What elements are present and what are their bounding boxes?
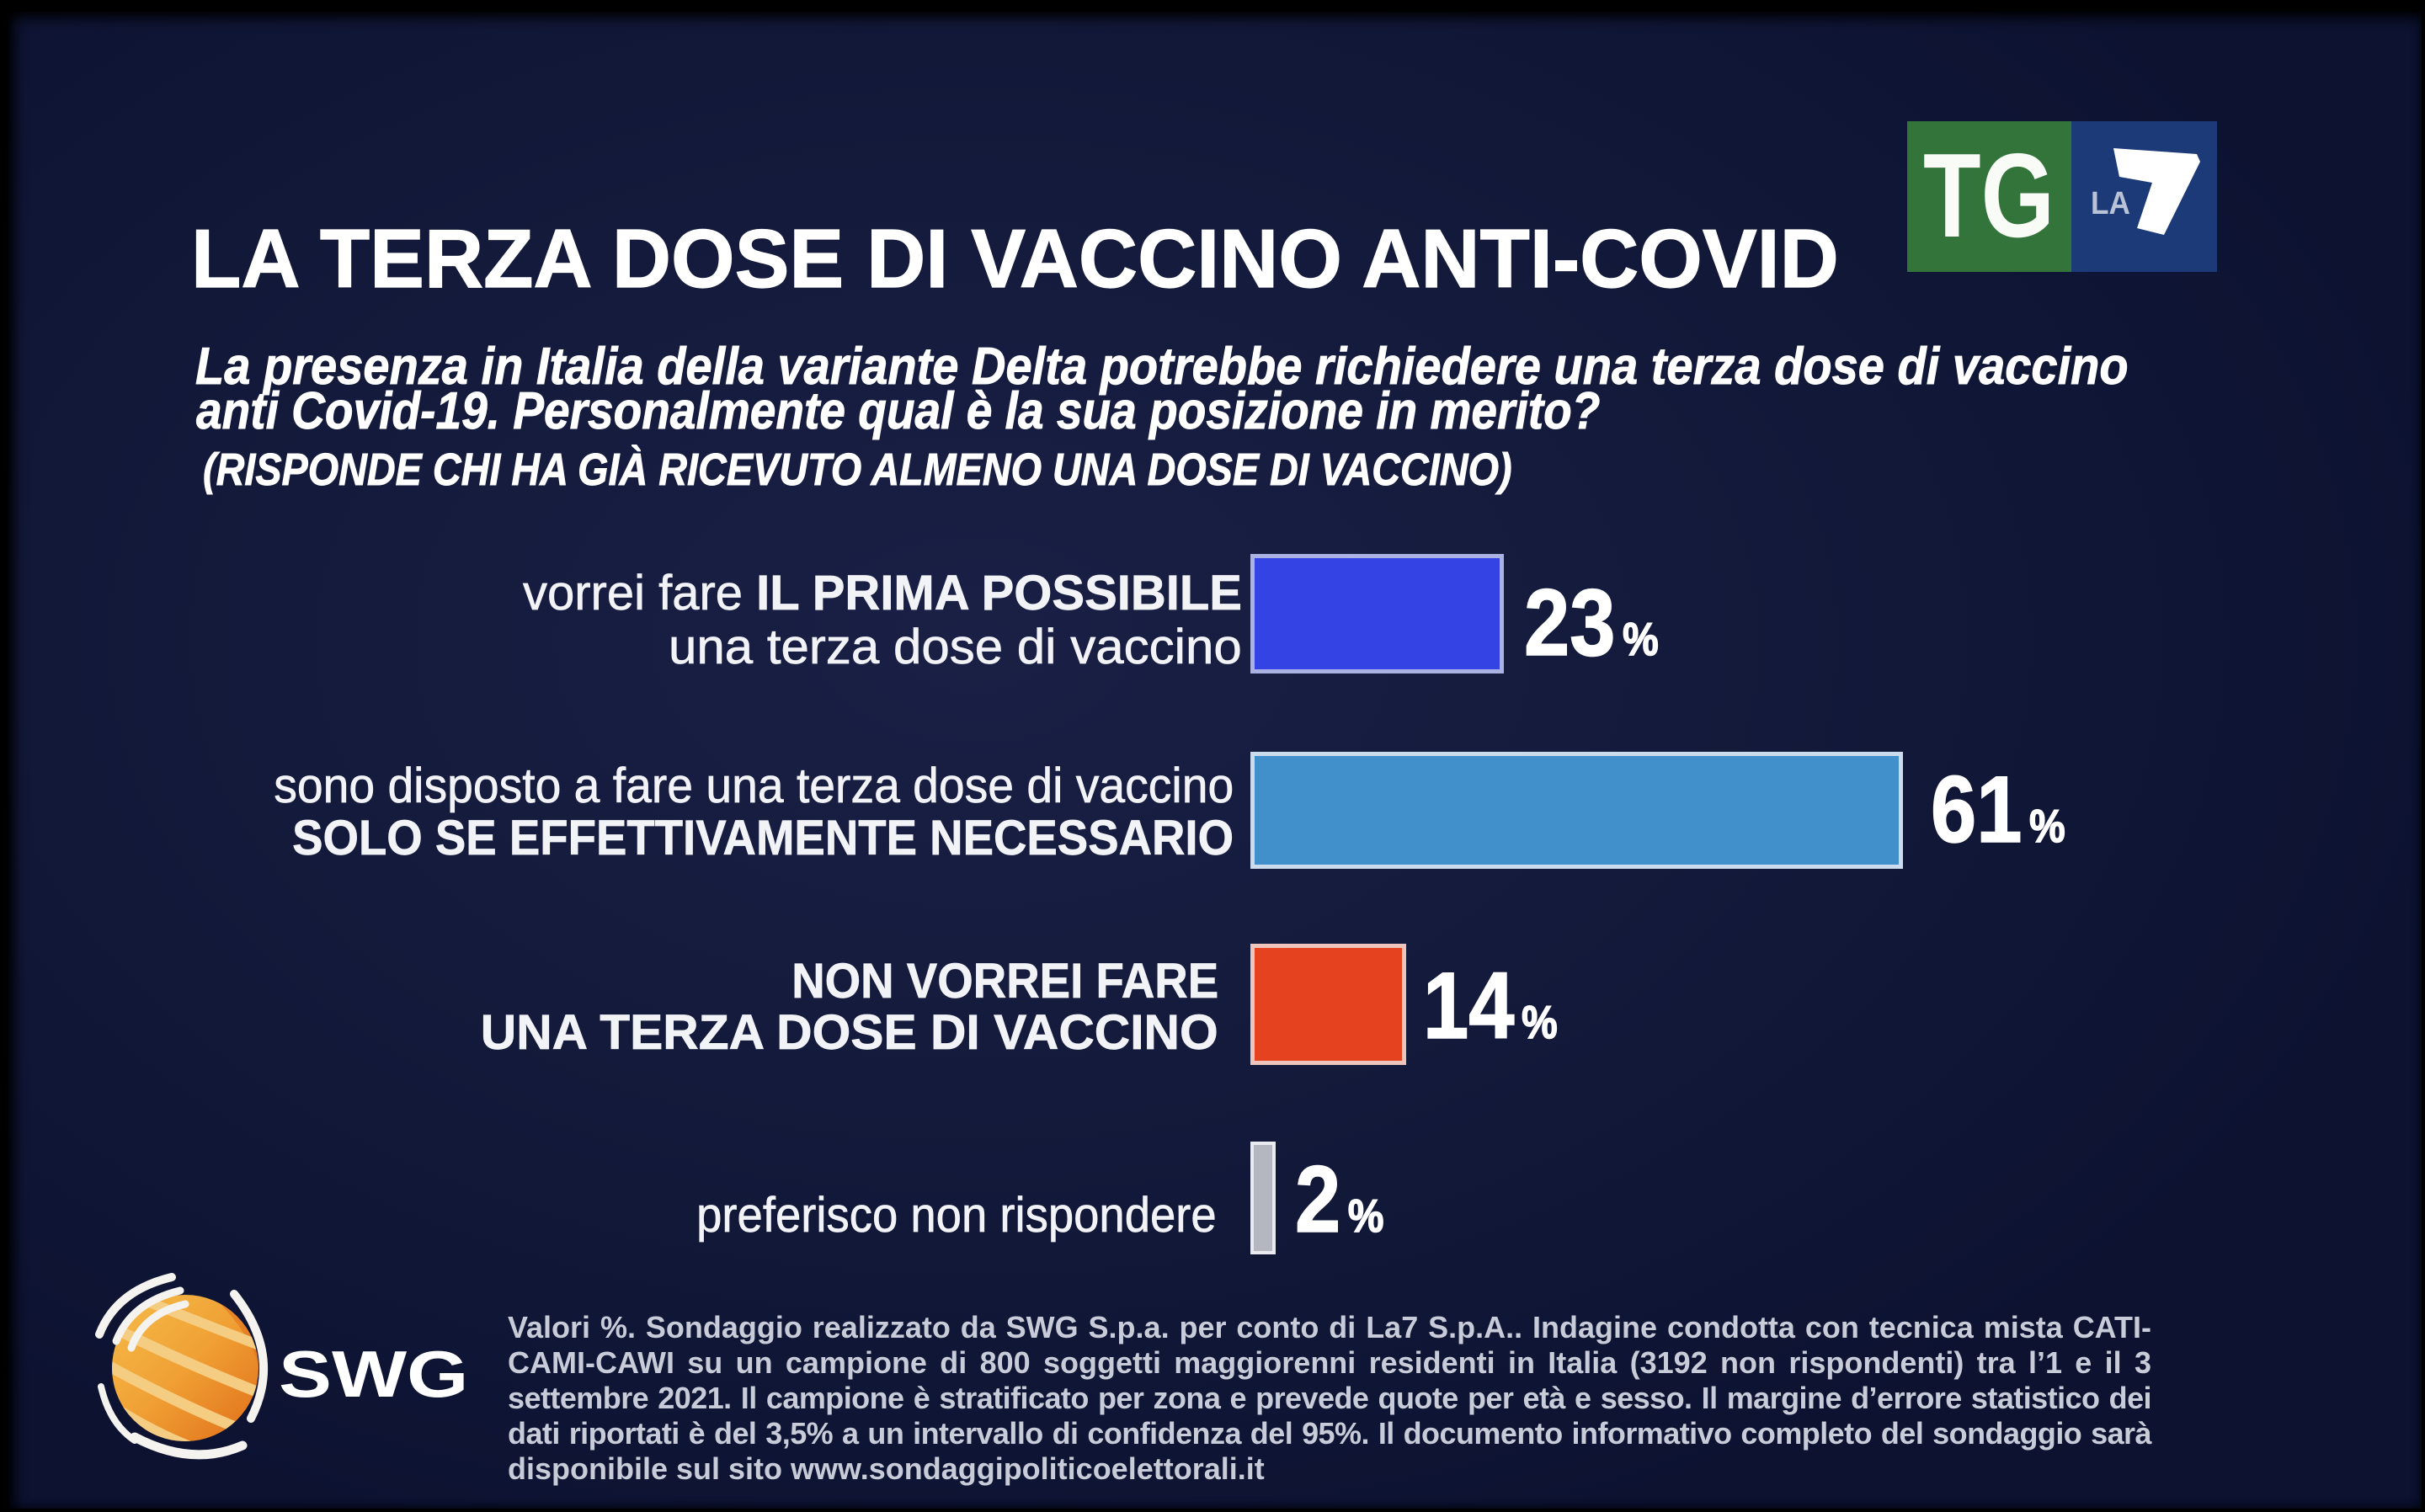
svg-text:TG: TG [1923, 129, 2055, 263]
svg-text:LA: LA [2091, 186, 2130, 221]
